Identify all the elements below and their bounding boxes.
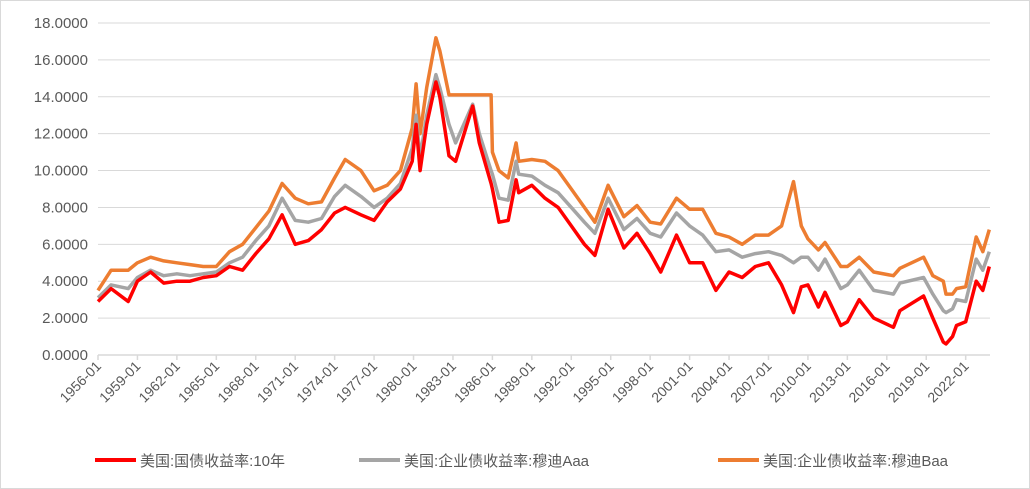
x-tick-label: 1965-01 (175, 358, 223, 406)
legend-label-aaa: 美国:企业债收益率:穆迪Aaa (404, 452, 590, 470)
x-tick-label: 1977-01 (333, 358, 381, 406)
x-tick-label: 1971-01 (254, 358, 302, 406)
x-tick-label: 1983-01 (411, 358, 459, 406)
x-tick-label: 1986-01 (451, 358, 499, 406)
x-tick-label: 1974-01 (293, 358, 341, 406)
legend: 美国:国债收益率:10年 美国:企业债收益率:穆迪Aaa 美国:企业债收益率:穆… (95, 452, 949, 470)
x-tick-label: 1968-01 (214, 358, 262, 406)
x-tick-label: 2016-01 (845, 358, 893, 406)
x-tick-label: 1989-01 (490, 358, 538, 406)
legend-label-treasury-10y: 美国:国债收益率:10年 (140, 453, 285, 470)
x-tick-label: 2022-01 (924, 358, 972, 406)
x-tick-label: 1998-01 (609, 358, 657, 406)
x-tick-label: 1980-01 (372, 358, 420, 406)
y-tick-label: 2.0000 (42, 310, 88, 327)
x-tick-label: 1995-01 (569, 358, 617, 406)
legend-label-baa: 美国:企业债收益率:穆迪Baa (763, 452, 949, 470)
x-tick-label: 2010-01 (766, 358, 814, 406)
series-line-treasury-10y (96, 80, 991, 346)
y-tick-label: 10.0000 (34, 163, 88, 180)
x-tick-label: 2019-01 (885, 358, 933, 406)
y-tick-label: 4.0000 (42, 273, 88, 290)
series-lines (96, 36, 991, 346)
x-tick-label: 1956-01 (56, 358, 104, 406)
x-axis: 1956-011959-011962-011965-011968-011971-… (56, 354, 990, 406)
y-tick-label: 8.0000 (42, 199, 88, 216)
x-tick-label: 2004-01 (688, 358, 736, 406)
x-tick-label: 2007-01 (727, 358, 775, 406)
gridlines (98, 22, 990, 319)
y-axis-tick-labels: 0.0000 2.0000 4.0000 6.0000 8.0000 10.0000 12.… (34, 15, 88, 364)
series-line-baa (96, 36, 991, 296)
series-line-aaa (96, 72, 991, 315)
x-tick-label: 1962-01 (135, 358, 183, 406)
y-tick-label: 6.0000 (42, 236, 88, 253)
x-tick-label: 2001-01 (648, 358, 696, 406)
y-tick-label: 16.0000 (34, 52, 88, 69)
x-tick-label: 2013-01 (806, 358, 854, 406)
y-tick-label: 18.0000 (34, 15, 88, 32)
y-tick-label: 0.0000 (42, 347, 88, 364)
y-tick-label: 12.0000 (34, 126, 88, 143)
x-tick-label: 1992-01 (530, 358, 578, 406)
x-tick-label: 1959-01 (96, 358, 144, 406)
y-tick-label: 14.0000 (34, 89, 88, 106)
